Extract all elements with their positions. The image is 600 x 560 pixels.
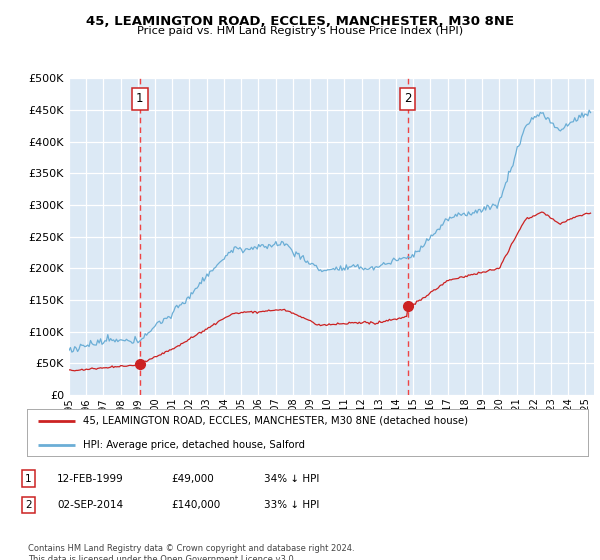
Text: 2: 2 <box>25 500 32 510</box>
Text: 2: 2 <box>404 92 412 105</box>
Text: 12-FEB-1999: 12-FEB-1999 <box>57 474 124 484</box>
Text: 34% ↓ HPI: 34% ↓ HPI <box>264 474 319 484</box>
Text: 02-SEP-2014: 02-SEP-2014 <box>57 500 123 510</box>
Text: 1: 1 <box>136 92 143 105</box>
Text: £49,000: £49,000 <box>171 474 214 484</box>
Text: £140,000: £140,000 <box>171 500 220 510</box>
Text: Contains HM Land Registry data © Crown copyright and database right 2024.
This d: Contains HM Land Registry data © Crown c… <box>28 544 355 560</box>
Text: 45, LEAMINGTON ROAD, ECCLES, MANCHESTER, M30 8NE (detached house): 45, LEAMINGTON ROAD, ECCLES, MANCHESTER,… <box>83 416 468 426</box>
Text: HPI: Average price, detached house, Salford: HPI: Average price, detached house, Salf… <box>83 440 305 450</box>
Text: Price paid vs. HM Land Registry's House Price Index (HPI): Price paid vs. HM Land Registry's House … <box>137 26 463 36</box>
Text: 1: 1 <box>25 474 32 484</box>
Text: 33% ↓ HPI: 33% ↓ HPI <box>264 500 319 510</box>
Text: 45, LEAMINGTON ROAD, ECCLES, MANCHESTER, M30 8NE: 45, LEAMINGTON ROAD, ECCLES, MANCHESTER,… <box>86 15 514 28</box>
